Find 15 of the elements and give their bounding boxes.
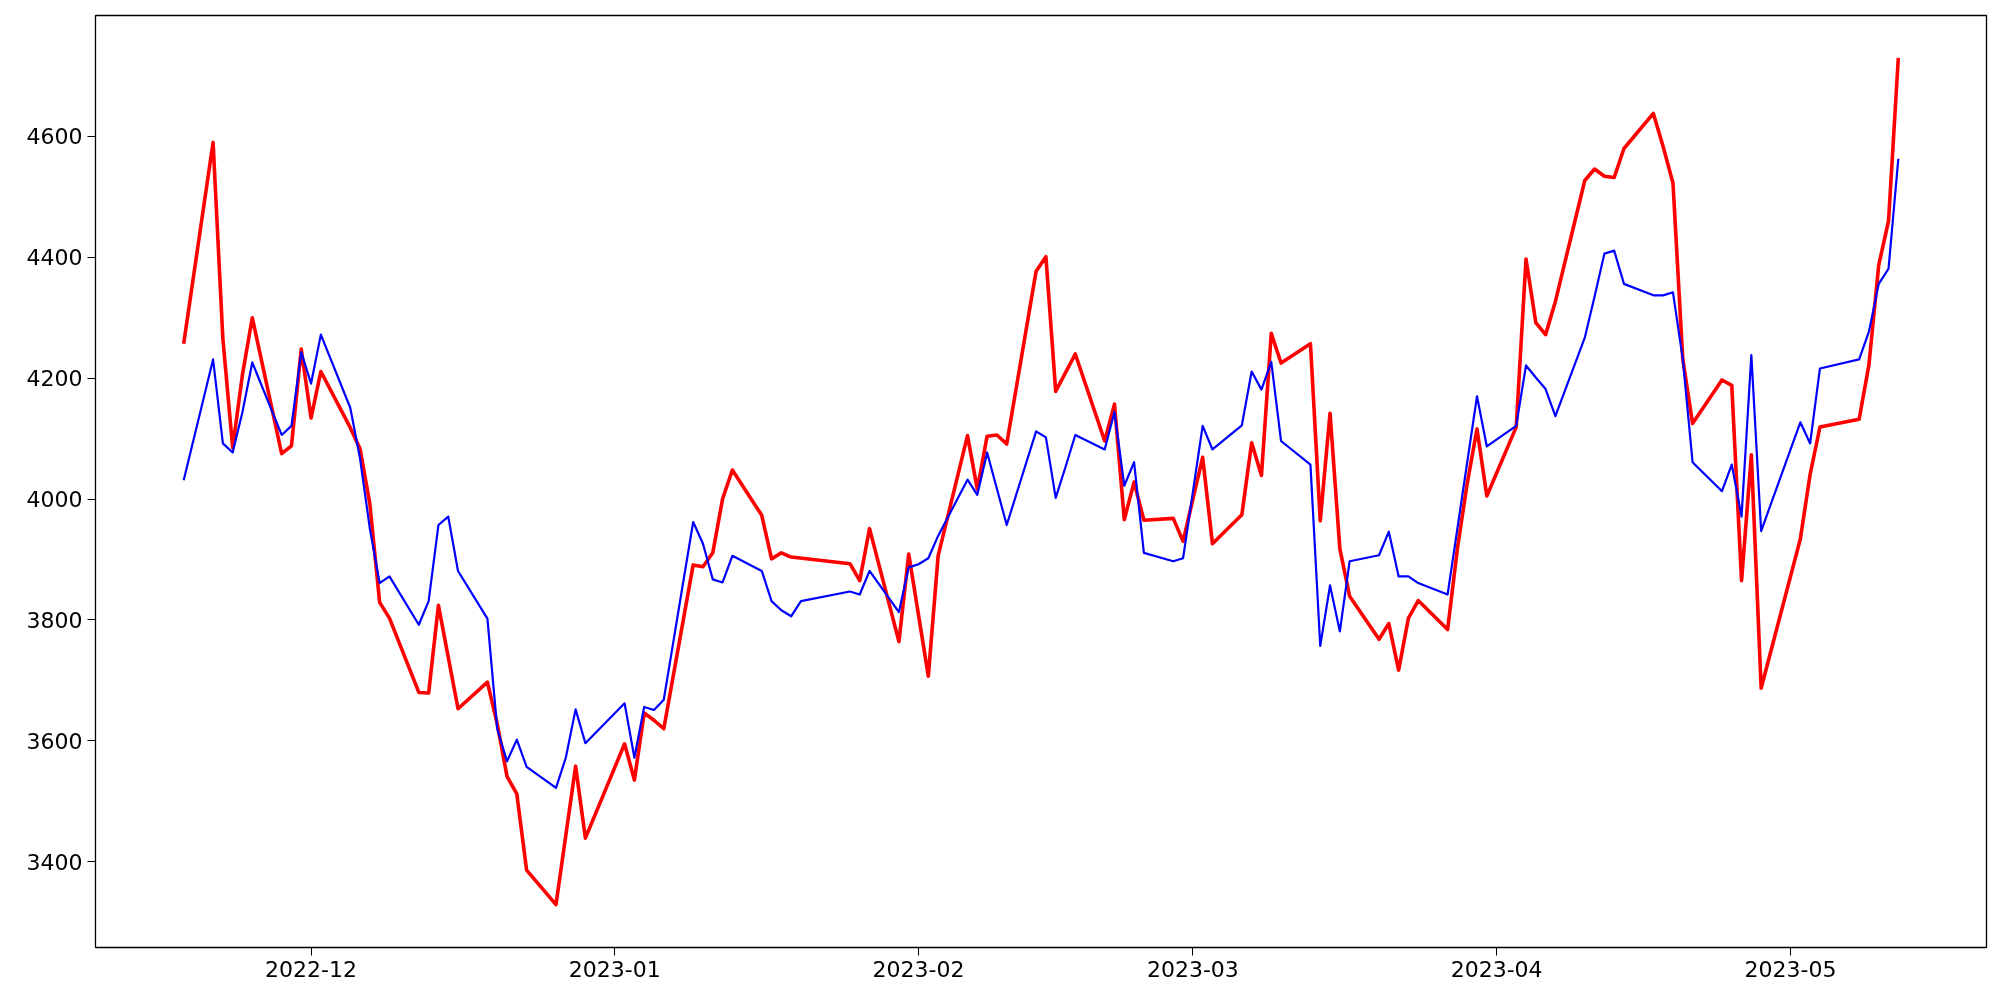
x-tick-label: 2023-02	[872, 956, 965, 982]
y-tick-label: 4400	[26, 245, 83, 271]
y-tick-label: 3600	[26, 728, 83, 754]
x-tick-label: 2022-12	[265, 956, 358, 982]
y-tick-label: 4000	[26, 487, 83, 513]
y-tick-label: 4200	[26, 366, 83, 392]
x-tick-label: 2023-03	[1146, 956, 1239, 982]
y-tick-label: 3400	[26, 849, 83, 875]
x-tick-label: 2023-05	[1744, 956, 1837, 982]
line-series	[181, 56, 1901, 907]
y-tick-label: 4600	[26, 124, 83, 150]
x-tick-label: 2023-04	[1450, 956, 1543, 982]
x-tick-label: 2023-01	[568, 956, 661, 982]
y-tick-label: 3800	[26, 607, 83, 633]
line-series	[182, 157, 1900, 790]
